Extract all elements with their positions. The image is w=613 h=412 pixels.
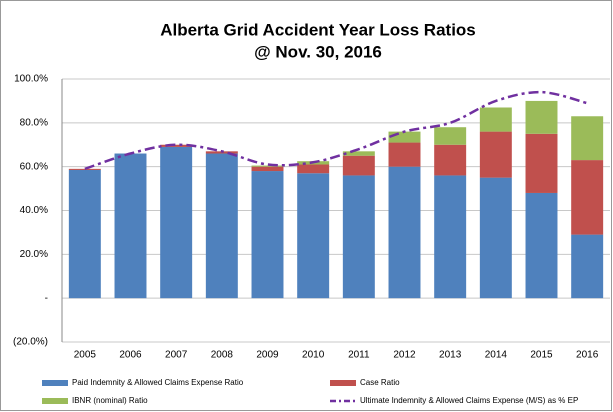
bar-segment	[525, 100, 558, 134]
bar-segment	[205, 153, 238, 299]
x-tick-label: 2006	[119, 350, 142, 361]
bar-segment	[388, 166, 421, 299]
bar-segment	[297, 164, 330, 174]
bar-segment	[68, 169, 101, 299]
legend-swatch	[330, 380, 356, 386]
legend-label: Case Ratio	[360, 378, 400, 387]
bar-segment	[434, 175, 467, 299]
chart-title: Alberta Grid Accident Year Loss Ratios	[160, 20, 476, 39]
y-tick-label: 80.0%	[20, 117, 48, 128]
bar-segment	[479, 131, 512, 178]
x-tick-label: 2012	[393, 350, 416, 361]
x-tick-label: 2014	[485, 350, 508, 361]
x-tick-label: 2015	[530, 350, 553, 361]
legend-label: Paid Indemnity & Allowed Claims Expense …	[72, 378, 244, 387]
bar-segment	[342, 151, 375, 156]
y-tick-label: (20.0%)	[13, 337, 48, 348]
bar-segment	[297, 173, 330, 299]
bar-segment	[525, 133, 558, 193]
bar-segment	[251, 171, 284, 299]
bar-segment	[68, 168, 101, 170]
x-tick-label: 2008	[211, 350, 234, 361]
bar-segment	[388, 131, 421, 143]
bar-segment	[160, 146, 193, 299]
bar-segment	[479, 177, 512, 299]
bar-segment	[434, 144, 467, 176]
y-tick-label: 40.0%	[20, 205, 48, 216]
bar-segment	[525, 192, 558, 299]
y-tick-label: 100.0%	[14, 74, 48, 85]
legend-label: Ultimate Indemnity & Allowed Claims Expe…	[360, 396, 578, 405]
bar-segment	[571, 116, 604, 161]
bar-segment	[479, 107, 512, 132]
bar-segment	[251, 166, 284, 172]
y-tick-label: -	[45, 293, 48, 304]
bar-segment	[342, 155, 375, 176]
bar-segment	[114, 153, 147, 299]
legend-label: IBNR (nominal) Ratio	[72, 396, 148, 405]
bar-segment	[434, 127, 467, 145]
x-tick-label: 2005	[74, 350, 97, 361]
x-tick-label: 2007	[165, 350, 188, 361]
y-tick-label: 60.0%	[20, 161, 48, 172]
bar-segment	[342, 175, 375, 299]
line-series	[84, 90, 588, 171]
bar-segment	[251, 165, 284, 167]
x-tick-label: 2009	[256, 350, 279, 361]
legend-swatch	[42, 398, 68, 404]
y-tick-label: 20.0%	[20, 249, 48, 260]
x-tick-label: 2013	[439, 350, 462, 361]
bar-segment	[388, 142, 421, 167]
bar-segment	[571, 234, 604, 299]
x-tick-label: 2016	[576, 350, 599, 361]
legend-swatch	[42, 380, 68, 386]
bar-segment	[160, 144, 193, 147]
chart-subtitle: @ Nov. 30, 2016	[254, 42, 382, 61]
x-tick-label: 2011	[348, 350, 370, 361]
bar-segment	[571, 160, 604, 235]
x-tick-label: 2010	[302, 350, 325, 361]
